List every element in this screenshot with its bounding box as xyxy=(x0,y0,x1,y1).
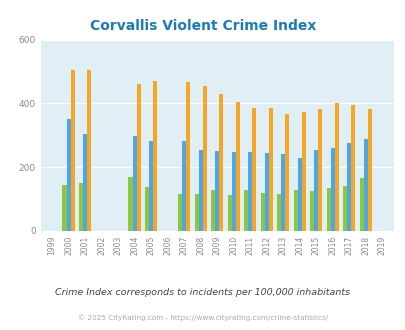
Bar xyxy=(243,190,247,231)
Bar xyxy=(194,194,198,231)
Bar xyxy=(62,185,66,231)
Bar xyxy=(285,114,289,231)
Bar xyxy=(326,188,330,231)
Bar xyxy=(227,195,231,231)
Bar xyxy=(281,154,285,231)
Bar xyxy=(136,84,141,231)
Bar xyxy=(128,177,132,231)
Text: Corvallis Violent Crime Index: Corvallis Violent Crime Index xyxy=(90,19,315,33)
Bar xyxy=(350,105,354,231)
Bar xyxy=(177,194,182,231)
Bar xyxy=(313,150,318,231)
Bar xyxy=(309,191,313,231)
Bar xyxy=(153,82,157,231)
Text: © 2025 CityRating.com - https://www.cityrating.com/crime-statistics/: © 2025 CityRating.com - https://www.city… xyxy=(78,314,327,321)
Bar xyxy=(83,134,87,231)
Bar xyxy=(149,141,153,231)
Bar xyxy=(66,119,70,231)
Bar xyxy=(198,150,202,231)
Text: Crime Index corresponds to incidents per 100,000 inhabitants: Crime Index corresponds to incidents per… xyxy=(55,287,350,297)
Bar xyxy=(359,178,363,231)
Bar xyxy=(215,151,219,231)
Bar xyxy=(219,94,223,231)
Bar xyxy=(342,186,346,231)
Bar xyxy=(330,148,334,231)
Bar xyxy=(334,103,338,231)
Bar xyxy=(363,139,367,231)
Bar xyxy=(276,194,281,231)
Bar xyxy=(132,136,136,231)
Bar xyxy=(211,190,215,231)
Bar xyxy=(297,158,301,231)
Bar xyxy=(202,86,207,231)
Bar xyxy=(252,108,256,231)
Bar xyxy=(264,153,268,231)
Bar xyxy=(231,152,235,231)
Bar xyxy=(79,182,83,231)
Bar xyxy=(260,193,264,231)
Bar xyxy=(268,108,272,231)
Bar xyxy=(301,112,305,231)
Bar xyxy=(367,109,371,231)
Bar xyxy=(70,70,75,231)
Bar xyxy=(235,102,239,231)
Bar xyxy=(346,143,350,231)
Bar xyxy=(87,70,91,231)
Bar xyxy=(145,187,149,231)
Bar xyxy=(247,152,252,231)
Bar xyxy=(186,82,190,231)
Bar xyxy=(182,141,186,231)
Bar xyxy=(293,189,297,231)
Bar xyxy=(318,109,322,231)
